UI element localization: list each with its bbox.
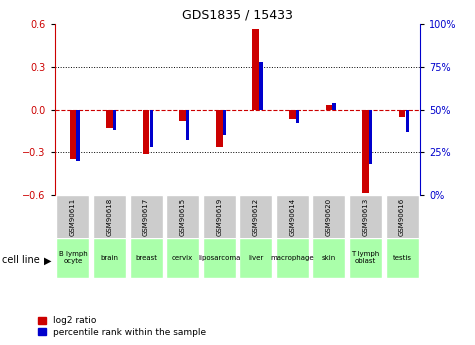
FancyBboxPatch shape [93,195,126,239]
FancyBboxPatch shape [203,238,236,277]
Text: breast: breast [135,255,157,261]
Bar [369,110,372,164]
FancyBboxPatch shape [276,195,309,239]
FancyBboxPatch shape [386,195,418,239]
Text: cell line: cell line [2,256,40,265]
Bar [259,62,263,110]
Text: GSM90616: GSM90616 [399,198,405,236]
Text: GSM90619: GSM90619 [216,198,222,236]
Text: GSM90617: GSM90617 [143,198,149,236]
Text: B lymph
ocyte: B lymph ocyte [58,252,87,264]
Bar [186,110,190,140]
Text: GSM90615: GSM90615 [180,198,186,236]
FancyBboxPatch shape [313,238,345,277]
Bar [326,105,332,110]
FancyBboxPatch shape [349,195,382,239]
Text: GSM90613: GSM90613 [362,198,369,236]
FancyBboxPatch shape [203,195,236,239]
FancyBboxPatch shape [130,238,162,277]
Bar [399,110,405,117]
Bar [223,110,226,135]
Text: liver: liver [248,255,264,261]
FancyBboxPatch shape [239,238,272,277]
FancyBboxPatch shape [57,238,89,277]
FancyBboxPatch shape [130,195,162,239]
FancyBboxPatch shape [313,195,345,239]
Bar [332,103,336,110]
Text: GSM90618: GSM90618 [106,198,113,236]
FancyBboxPatch shape [93,238,126,277]
Text: GSM90620: GSM90620 [326,198,332,236]
FancyBboxPatch shape [349,238,382,277]
Legend: log2 ratio, percentile rank within the sample: log2 ratio, percentile rank within the s… [38,316,206,337]
FancyBboxPatch shape [57,195,89,239]
Bar [150,110,153,147]
Text: skin: skin [322,255,336,261]
Text: brain: brain [101,255,118,261]
Bar [113,110,116,130]
Bar [253,29,259,110]
Text: testis: testis [392,255,411,261]
Bar [180,110,186,121]
FancyBboxPatch shape [386,238,418,277]
Bar [76,110,80,161]
Bar [106,110,113,128]
Bar [296,110,299,123]
Bar [70,110,76,159]
FancyBboxPatch shape [166,238,199,277]
Bar [362,110,369,193]
FancyBboxPatch shape [239,195,272,239]
Text: T lymph
oblast: T lymph oblast [352,252,380,264]
Text: macrophage: macrophage [271,255,314,261]
Text: ▶: ▶ [44,256,51,265]
Text: GSM90612: GSM90612 [253,198,259,236]
Bar [289,110,295,119]
Title: GDS1835 / 15433: GDS1835 / 15433 [182,9,293,22]
Text: cervix: cervix [172,255,193,261]
Bar [143,110,149,154]
Text: GSM90611: GSM90611 [70,198,76,236]
Text: GSM90614: GSM90614 [289,198,295,236]
FancyBboxPatch shape [276,238,309,277]
Bar [216,110,222,147]
FancyBboxPatch shape [166,195,199,239]
Text: liposarcoma: liposarcoma [198,255,240,261]
Bar [406,110,409,132]
